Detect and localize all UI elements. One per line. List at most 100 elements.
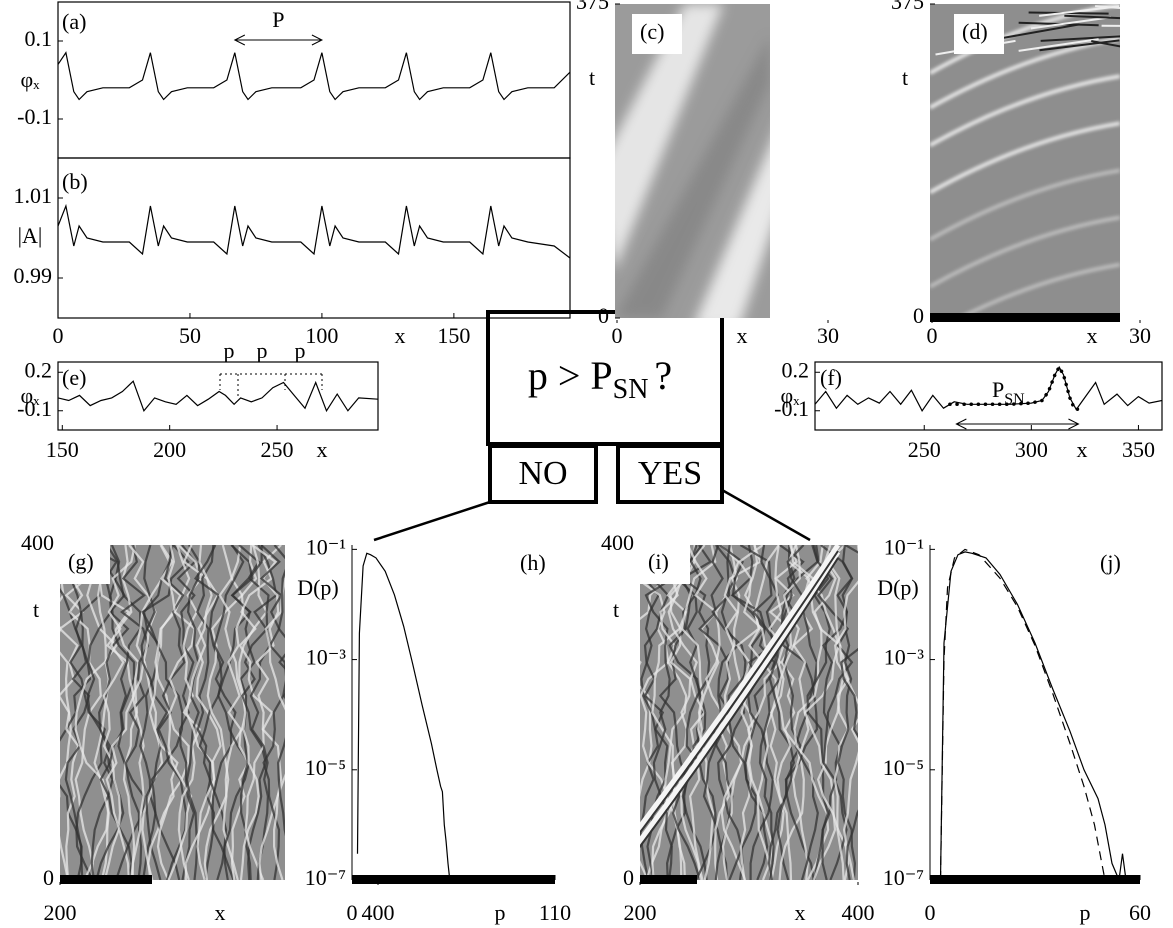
- stripe: [820, 545, 854, 880]
- cross-trace: [1018, 38, 1099, 52]
- annotation-sub: SN: [1004, 391, 1025, 408]
- y-tick-label: 400: [21, 530, 54, 555]
- y-axis-label: t: [33, 597, 39, 622]
- image-content: [640, 545, 858, 880]
- pulse-trace: [640, 550, 841, 845]
- y-tick-label: 10⁻⁷: [883, 865, 924, 890]
- data-line: [939, 551, 1127, 882]
- y-axis-label: t: [613, 597, 619, 622]
- stripe: [826, 545, 850, 880]
- question-tail: ?: [654, 353, 672, 398]
- cross-trace: [1101, 24, 1120, 27]
- x-axis-label: x: [795, 900, 806, 925]
- y-tick-label: 10⁻⁷: [305, 865, 346, 890]
- x-tick-label: 250: [908, 437, 941, 462]
- no-label: NO: [518, 455, 567, 492]
- y-tick-label: 10⁻¹: [884, 534, 924, 559]
- x-tick-label: 200: [44, 900, 77, 925]
- y-tick-label: 400: [601, 530, 634, 555]
- x-tick-label: 0: [347, 900, 358, 925]
- y-tick-label: 10⁻³: [884, 645, 925, 670]
- stripe: [105, 545, 136, 880]
- data-line: [948, 363, 1081, 412]
- x-tick-label: 0: [612, 323, 623, 348]
- y-axis-label: φₓ: [20, 383, 40, 408]
- light-trace: [930, 215, 1120, 289]
- x-tick-label: 110: [539, 900, 571, 925]
- cross-trace: [1064, 14, 1120, 20]
- frame: [57, 361, 379, 431]
- stripe: [195, 545, 222, 880]
- cross-trace: [1040, 35, 1120, 42]
- question-main: p > P: [528, 353, 613, 398]
- stripe: [739, 545, 780, 880]
- y-tick-label: 10⁻³: [306, 645, 347, 670]
- y-tick-label: 0: [598, 303, 609, 328]
- stripe: [776, 545, 805, 880]
- y-axis-label: |A|: [18, 223, 43, 248]
- x-tick-label: 350: [1122, 437, 1155, 462]
- y-axis-label: D(p): [297, 575, 339, 600]
- x-tick-label: 200: [624, 900, 657, 925]
- panel: 0.2 -0.1 250 300 350 (f) φₓ x PSN: [774, 357, 1163, 462]
- y-axis-label: D(p): [877, 575, 919, 600]
- x-tick-label: 300: [1015, 437, 1048, 462]
- x-tick-label: 0: [927, 323, 938, 348]
- stripe: [238, 545, 268, 880]
- stripe: [141, 545, 190, 880]
- panel-label: (b): [62, 169, 88, 194]
- stripe: [177, 545, 203, 880]
- x-axis-label: p: [1080, 900, 1091, 925]
- stripe: [686, 545, 720, 880]
- panel-label: (g): [68, 549, 94, 574]
- stripe: [139, 545, 161, 880]
- bottom-bar: [640, 875, 697, 884]
- stripe: [273, 545, 285, 837]
- pulse-trace: [640, 545, 841, 831]
- panel: 0 375 0 30 (c) t x: [576, 0, 839, 348]
- connector: [721, 488, 811, 542]
- x-tick-label: 0: [925, 900, 936, 925]
- y-tick-label: -0.1: [17, 396, 52, 421]
- annotation: p: [224, 338, 235, 363]
- x-tick-label: 0: [53, 323, 64, 348]
- x-tick-label: 30: [817, 323, 839, 348]
- y-tick-label: 0.2: [782, 357, 810, 382]
- x-tick-label: 400: [362, 900, 395, 925]
- data-line: [356, 552, 451, 881]
- panel-label: (a): [62, 9, 86, 34]
- frame: [57, 157, 571, 319]
- panel-label: (c): [640, 19, 664, 44]
- pulse-edge: [640, 557, 839, 849]
- y-tick-label: 10⁻⁵: [883, 755, 924, 780]
- stripe: [185, 545, 201, 880]
- y-tick-label: -0.1: [17, 104, 52, 129]
- annotation-main: P: [992, 377, 1004, 402]
- stripe: [737, 545, 782, 880]
- y-axis-label: φₓ: [780, 383, 800, 408]
- y-tick-label: 375: [891, 0, 924, 14]
- cross-trace: [1091, 39, 1120, 48]
- stripe: [140, 545, 173, 880]
- pulse-edge: [640, 550, 839, 835]
- stripe: [119, 545, 150, 880]
- panel-label: (e): [62, 365, 86, 390]
- y-axis-label: t: [589, 65, 595, 90]
- x-tick-label: 400: [842, 900, 875, 925]
- panel: 10⁻¹ 10⁻³ 10⁻⁵ 10⁻⁷0 60 (j) D(p) p: [877, 534, 1151, 925]
- question-sub: SN: [613, 374, 649, 405]
- light-band: [696, 145, 770, 318]
- cross-trace: [1030, 16, 1112, 30]
- cross-trace: [1039, 39, 1120, 52]
- question-box: [486, 310, 724, 446]
- annotation: P: [272, 7, 284, 32]
- stripe: [752, 545, 781, 880]
- panel: 0 400 200 400 (i) t x: [601, 530, 875, 925]
- y-tick-label: 1.01: [14, 183, 53, 208]
- annotation: p: [257, 338, 268, 363]
- stripe: [60, 545, 89, 880]
- x-axis-label: x: [1087, 323, 1098, 348]
- x-axis-label: x: [737, 323, 748, 348]
- panel-label: (f): [820, 365, 842, 390]
